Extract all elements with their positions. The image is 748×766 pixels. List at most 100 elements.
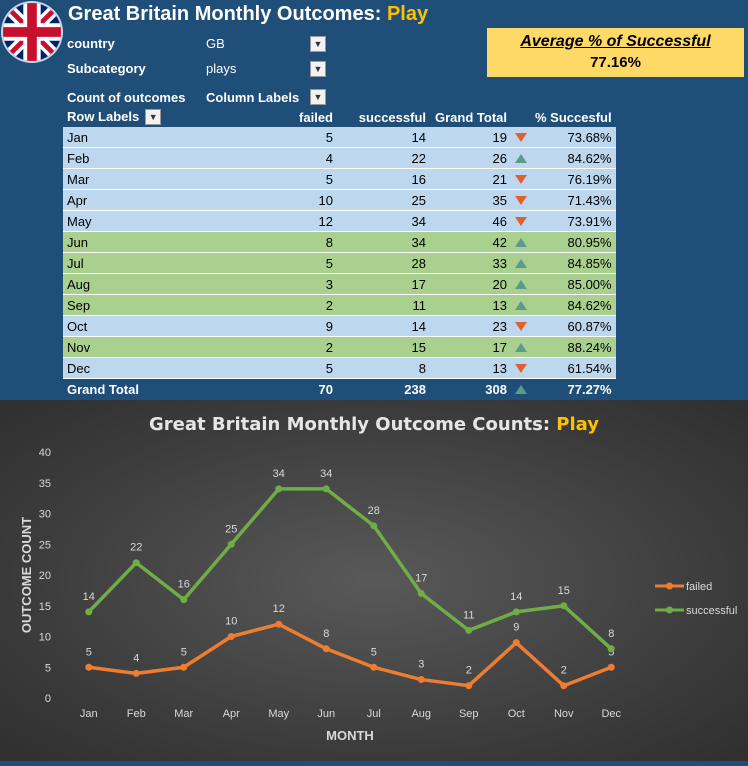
failed-data-label: 4: [133, 652, 139, 664]
failed-count: 5: [244, 252, 337, 274]
country-filter-value: GB: [206, 36, 225, 51]
failed-data-label: 5: [371, 646, 377, 658]
y-tick-label: 0: [45, 693, 51, 705]
grand-total-count: 46: [430, 210, 511, 232]
percent-successful: 73.68%: [531, 127, 616, 148]
page-title-prefix: Great Britain Monthly Outcomes:: [68, 3, 387, 25]
successful-point: [512, 608, 520, 616]
grand-total-count: 35: [430, 189, 511, 211]
table-row: Jun 8 34 42 80.95%: [63, 231, 616, 253]
pivot-header-row: Row Labels ▼ failed successful Grand Tota…: [63, 107, 616, 127]
average-success-value: 77.16%: [590, 54, 641, 71]
table-row: May 12 34 46 73.91%: [63, 210, 616, 232]
percent-successful: 80.95%: [531, 231, 616, 253]
y-tick-label: 10: [39, 632, 51, 644]
percent-successful: 60.87%: [531, 315, 616, 337]
grand-total-total: 308: [485, 381, 507, 397]
page-title: Great Britain Monthly Outcomes: Play: [68, 3, 428, 26]
failed-count: 5: [244, 357, 337, 379]
percent-successful: 84.85%: [531, 252, 616, 274]
x-tick-label: Apr: [223, 708, 240, 720]
y-tick-label: 20: [39, 570, 51, 582]
failed-data-label: 12: [273, 603, 285, 615]
failed-count: 4: [244, 147, 337, 169]
percent-successful: 61.54%: [531, 357, 616, 379]
chart-title: Great Britain Monthly Outcome Counts: Pl…: [149, 414, 599, 435]
failed-count: 5: [244, 168, 337, 190]
y-tick-label: 35: [39, 478, 51, 490]
line-chart: Great Britain Monthly Outcome Counts: Pl…: [19, 414, 737, 743]
trend-up-icon: [515, 279, 527, 289]
successful-data-label: 17: [415, 572, 427, 584]
successful-point: [275, 485, 283, 493]
country-filter-button[interactable]: ▼: [310, 36, 326, 52]
grand-total-count: 42: [430, 231, 511, 253]
failed-point: [370, 663, 378, 671]
successful-count: 14: [337, 315, 430, 337]
x-tick-label: Jul: [367, 708, 381, 720]
successful-point: [85, 608, 93, 616]
percent-successful: 84.62%: [531, 147, 616, 169]
successful-data-label: 34: [320, 468, 332, 480]
failed-data-label: 10: [225, 616, 237, 628]
row-label: Aug: [63, 273, 244, 295]
failed-count: 10: [244, 189, 337, 211]
subcategory-filter-button[interactable]: ▼: [310, 61, 326, 77]
subcategory-filter-value: plays: [206, 61, 237, 76]
average-success-box: Average % of Successful 77.16%: [487, 28, 744, 77]
table-row: Sep 2 11 13 84.62%: [63, 294, 616, 316]
successful-count: 17: [337, 273, 430, 295]
successful-point: [560, 602, 568, 610]
failed-point: [417, 676, 425, 684]
y-axis-label: OUTCOME COUNT: [19, 517, 34, 633]
row-label: Sep: [63, 294, 244, 316]
subcategory-filter-label: Subcategory: [67, 61, 146, 76]
row-label: Apr: [63, 189, 244, 211]
y-tick-label: 5: [45, 662, 51, 674]
table-row: Mar 5 16 21 76.19%: [63, 168, 616, 190]
uk-flag-icon: [3, 3, 61, 61]
row-labels-dropdown-button[interactable]: ▼: [145, 109, 162, 126]
y-tick-label: 15: [39, 601, 51, 613]
x-tick-label: Aug: [411, 708, 431, 720]
failed-point: [560, 682, 568, 690]
row-label: Feb: [63, 147, 244, 169]
trend-up-icon: [515, 258, 527, 268]
successful-data-label: 28: [368, 505, 380, 517]
x-tick-label: Dec: [601, 708, 621, 720]
dashboard-panel: Great Britain Monthly Outcomes: Play cou…: [3, 3, 744, 400]
table-row: Jan 5 14 19 73.68%: [63, 127, 616, 148]
grand-total-count: 13: [430, 357, 511, 379]
grand-total-label: Grand Total: [67, 381, 139, 397]
failed-point: [85, 663, 93, 671]
trend-down-icon: [515, 132, 527, 142]
chart-panel: Great Britain Monthly Outcome Counts: Pl…: [0, 400, 748, 761]
grand-total-row: Grand Total 70 238 308 77.27%: [63, 379, 616, 400]
successful-point: [180, 596, 188, 604]
trend-down-icon: [515, 195, 527, 205]
successful-count: 11: [337, 294, 430, 316]
trend-down-icon: [515, 216, 527, 226]
country-filter-label: country: [67, 36, 115, 51]
failed-data-label: 2: [466, 665, 472, 677]
x-tick-label: Sep: [459, 708, 479, 720]
page-title-accent: Play: [386, 3, 429, 25]
percent-successful-header: % Succesful: [535, 109, 612, 125]
grand-total-count: 23: [430, 315, 511, 337]
row-label: Jun: [63, 231, 244, 253]
count-of-outcomes-label: Count of outcomes: [67, 90, 186, 105]
chart-title-prefix: Great Britain Monthly Outcome Counts:: [149, 414, 556, 435]
column-labels-filter-button[interactable]: ▼: [310, 89, 326, 105]
grand-total-count: 20: [430, 273, 511, 295]
y-tick-label: 40: [39, 447, 51, 459]
successful-count: 25: [337, 189, 430, 211]
failed-count: 8: [244, 231, 337, 253]
row-label: Nov: [63, 336, 244, 358]
filter-icon: ▼: [313, 39, 323, 49]
table-row: Jul 5 28 33 84.85%: [63, 252, 616, 274]
failed-point: [132, 669, 140, 677]
successful-count: 28: [337, 252, 430, 274]
failed-point: [275, 620, 283, 628]
successful-count: 34: [337, 210, 430, 232]
grand-total-count: 21: [430, 168, 511, 190]
